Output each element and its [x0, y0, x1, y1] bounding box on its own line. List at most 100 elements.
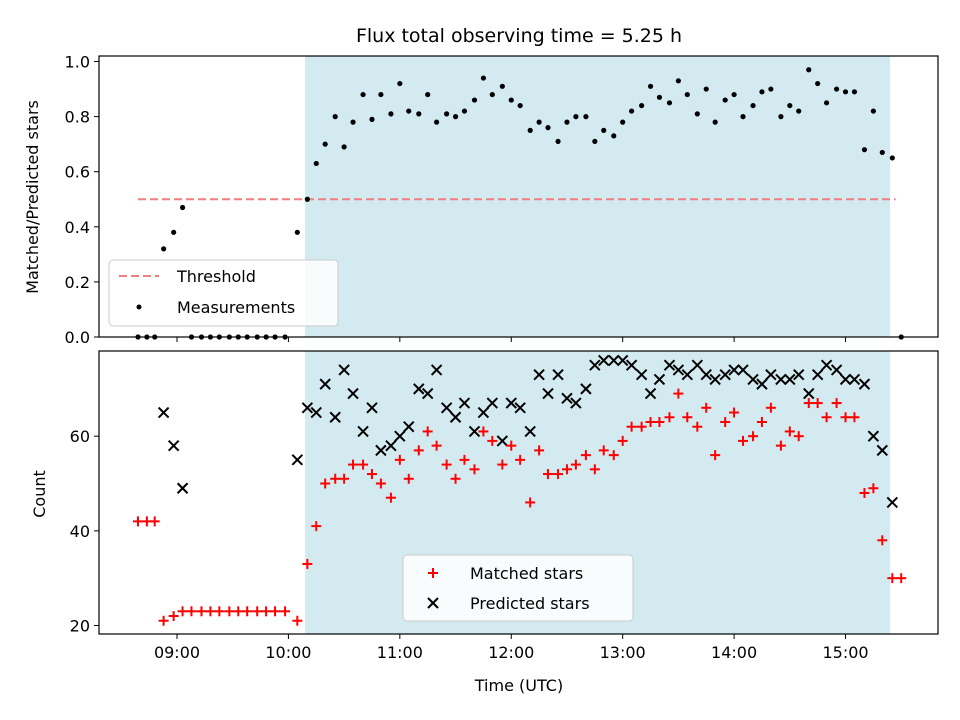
- predicted-star-marker-stroke: [589, 359, 601, 371]
- predicted-star-marker: [644, 387, 657, 400]
- threshold-legend-label: Threshold: [176, 267, 256, 286]
- predicted-star-marker: [580, 383, 592, 395]
- predicted-star-marker: [403, 421, 415, 433]
- measurement-point: [499, 83, 505, 89]
- matched-star-marker: [617, 435, 628, 446]
- measurement-point: [573, 114, 579, 120]
- predicted-star-marker: [319, 378, 331, 390]
- predicted-star-marker: [793, 368, 805, 381]
- measurement-point: [313, 160, 319, 167]
- matched-star-marker: [292, 615, 303, 626]
- predicted-star-marker: [719, 368, 731, 381]
- matched-star-marker: [394, 454, 405, 465]
- matched-star-marker: [720, 416, 731, 427]
- predicted-star-marker: [830, 364, 843, 376]
- measurement-point: [592, 138, 598, 145]
- measurement-point: [628, 108, 635, 114]
- matched-star-marker: [859, 487, 870, 498]
- matched-star-marker: [358, 459, 369, 470]
- predicted-star-marker: [533, 368, 545, 381]
- predicted-star-marker: [291, 454, 304, 466]
- matched-star-marker: [280, 606, 291, 617]
- predicted-star-marker: [867, 430, 880, 442]
- x-axis-label: Time (UTC): [474, 676, 563, 695]
- predicted-star-marker-stroke: [440, 402, 453, 414]
- matched-star-marker: [887, 573, 898, 584]
- matched-star-marker: [849, 412, 860, 423]
- matched-legend-label: Matched stars: [470, 564, 583, 583]
- predicted-star-marker-stroke: [486, 397, 499, 409]
- measurement-points: [135, 67, 904, 340]
- predicted-star-marker: [886, 496, 899, 509]
- predicted-legend-marker: [427, 597, 439, 609]
- measurement-point: [360, 91, 366, 98]
- predicted-star-marker: [301, 402, 314, 414]
- measurement-point: [350, 119, 356, 125]
- matched-star-marker: [598, 445, 609, 456]
- matched-star-marker: [738, 435, 749, 446]
- measurement-point: [406, 108, 412, 114]
- predicted-star-marker-stroke: [830, 364, 843, 376]
- measurement-point: [861, 147, 868, 153]
- predicted-star-marker-stroke: [580, 383, 592, 395]
- x-tick-label: 15:00: [822, 643, 868, 662]
- matched-star-marker: [158, 615, 169, 626]
- matched-legend-swatch: [428, 568, 438, 578]
- measurement-point: [527, 127, 533, 133]
- matched-star-marker: [775, 440, 786, 451]
- predicted-star-marker-stroke: [301, 402, 314, 414]
- top-y-axis-label: Matched/Predicted stars: [23, 100, 42, 294]
- predicted-star-marker: [329, 411, 341, 423]
- predicted-star-marker-stroke: [747, 373, 759, 386]
- predicted-star-marker: [681, 368, 694, 381]
- predicted-star-marker-stroke: [319, 378, 331, 390]
- matched-star-marker: [403, 473, 414, 484]
- predicted-star-marker: [477, 406, 490, 419]
- matched-star-marker: [385, 492, 396, 503]
- predicted-star-marker-stroke: [157, 406, 170, 419]
- predicted-star-marker: [375, 444, 387, 457]
- predicted-star-marker: [848, 373, 861, 386]
- predicted-star-marker-stroke: [775, 373, 787, 386]
- predicted-star-marker-stroke: [663, 359, 676, 371]
- measurement-point: [517, 102, 523, 109]
- predicted-star-marker: [820, 359, 833, 371]
- measurement-point: [304, 196, 310, 202]
- matched-star-marker: [570, 459, 581, 470]
- measurement-point: [684, 91, 690, 98]
- bottom-legend-box: [402, 554, 634, 622]
- matched-star-marker: [441, 459, 452, 470]
- matched-star-marker: [242, 606, 253, 617]
- matched-star-marker: [366, 469, 377, 480]
- bottom-axes-frame: [98, 350, 939, 635]
- matched-star-marker: [710, 450, 721, 461]
- top-x-ticks: [176, 337, 847, 342]
- matched-star-marker: [654, 416, 665, 427]
- measurement-point: [834, 86, 840, 92]
- measurement-point: [508, 97, 514, 103]
- top-legend-box: [108, 259, 339, 327]
- predicted-star-marker: [366, 402, 378, 414]
- top-y-tick-label: 0.4: [65, 218, 90, 237]
- predicted-star-marker: [394, 430, 406, 442]
- predicted-legend-swatch: [427, 597, 439, 609]
- predicted-star-marker-stroke: [867, 430, 880, 442]
- predicted-star-marker-stroke: [496, 435, 509, 447]
- predicted-star-marker: [672, 364, 685, 376]
- matched-star-marker: [132, 516, 143, 527]
- measurement-point: [322, 141, 328, 147]
- predicted-star-marker-stroke: [403, 421, 415, 433]
- measurement-point: [434, 119, 440, 125]
- matched-star-marker: [506, 440, 517, 451]
- predicted-star-marker: [775, 373, 787, 386]
- predicted-star-marker: [347, 387, 359, 400]
- predicted-star-marker-stroke: [756, 378, 768, 390]
- measurement-point: [879, 149, 885, 156]
- predicted-star-marker: [458, 397, 471, 409]
- bottom-legend: Matched stars Predicted stars: [402, 554, 634, 622]
- measurement-point: [444, 111, 450, 117]
- predicted-star-marker-stroke: [608, 354, 620, 367]
- x-tick-label: 14:00: [711, 643, 757, 662]
- matched-star-marker: [224, 606, 235, 617]
- matched-star-marker: [765, 402, 776, 413]
